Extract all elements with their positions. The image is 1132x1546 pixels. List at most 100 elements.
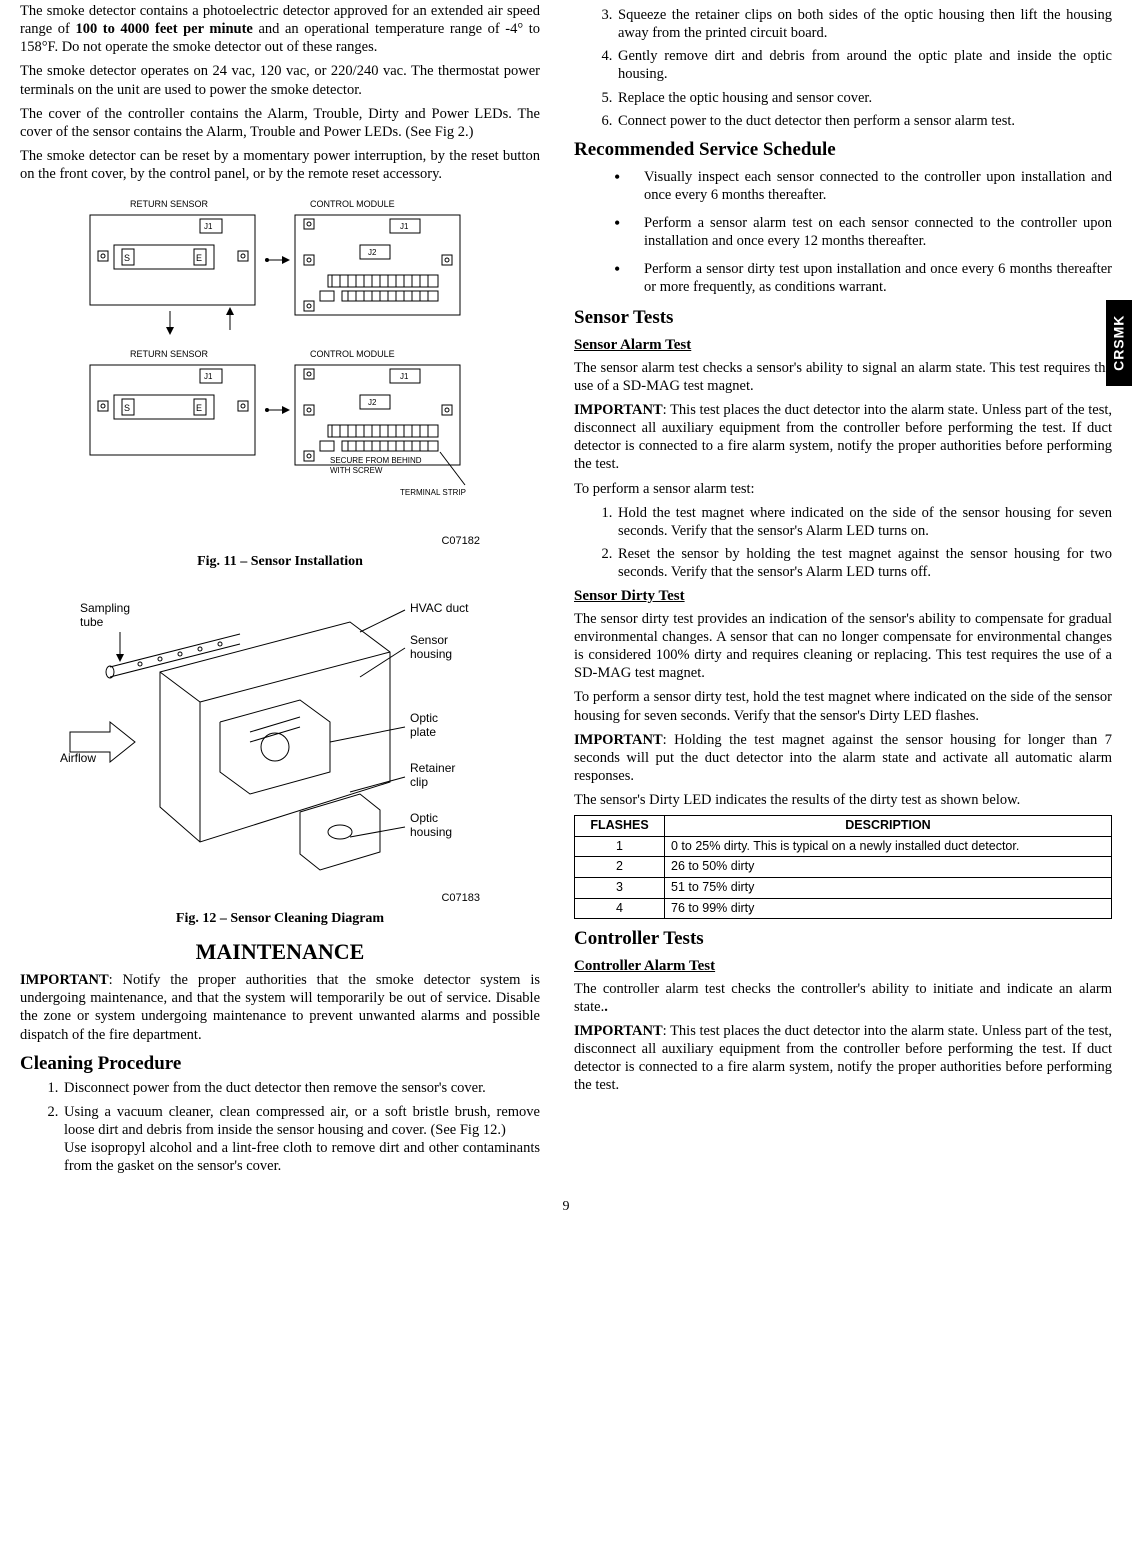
table-row: 476 to 99% dirty <box>575 898 1112 919</box>
recommended-service-heading: Recommended Service Schedule <box>574 138 1112 162</box>
sat-step-1: Hold the test magnet where indicated on … <box>616 504 1112 540</box>
clean-step-3: Squeeze the retainer clips on both sides… <box>616 6 1112 42</box>
svg-text:J2: J2 <box>368 398 377 407</box>
cleaning-steps-cont: Squeeze the retainer clips on both sides… <box>574 6 1112 130</box>
cell: 26 to 50% dirty <box>665 857 1112 878</box>
sat-steps: Hold the test magnet where indicated on … <box>574 504 1112 582</box>
sat-p3: To perform a sensor alarm test: <box>574 480 1112 498</box>
svg-text:J1: J1 <box>204 222 213 231</box>
th-description: DESCRIPTION <box>665 816 1112 837</box>
cell: 51 to 75% dirty <box>665 878 1112 899</box>
svg-text:Retainer: Retainer <box>410 761 455 775</box>
dirty-led-table: FLASHES DESCRIPTION 10 to 25% dirty. Thi… <box>574 815 1112 919</box>
left-column: The smoke detector contains a photoelect… <box>20 2 540 1180</box>
important-label: IMPORTANT <box>574 732 663 748</box>
sat-p1: The sensor alarm test checks a sensor's … <box>574 359 1112 395</box>
side-tab: CRSMK <box>1106 300 1132 386</box>
controller-tests-heading: Controller Tests <box>574 927 1112 951</box>
table-row: 226 to 50% dirty <box>575 857 1112 878</box>
fig11-code: C07182 <box>20 535 480 549</box>
maintenance-heading: MAINTENANCE <box>20 938 540 966</box>
label-sampling-tube: Sampling <box>80 601 130 615</box>
two-column-layout: The smoke detector contains a photoelect… <box>20 2 1112 1180</box>
cell: 76 to 99% dirty <box>665 898 1112 919</box>
svg-text:J2: J2 <box>368 248 377 257</box>
svg-text:CONTROL MODULE: CONTROL MODULE <box>310 349 395 359</box>
svg-text:TERMINAL STRIP: TERMINAL STRIP <box>400 488 466 497</box>
service-schedule-list: Visually inspect each sensor connected t… <box>574 168 1112 297</box>
svg-text:J1: J1 <box>400 372 409 381</box>
th-flashes: FLASHES <box>575 816 665 837</box>
important-label: IMPORTANT <box>574 1023 663 1039</box>
cleaning-steps: Disconnect power from the duct detector … <box>20 1079 540 1175</box>
figure-12: Sampling tube Airflow HVAC duct Sensorho… <box>20 582 540 927</box>
cell: 2 <box>575 857 665 878</box>
sat-step-2: Reset the sensor by holding the test mag… <box>616 545 1112 581</box>
maintenance-important: IMPORTANT: Notify the proper authorities… <box>20 971 540 1044</box>
para-reset: The smoke detector can be reset by a mom… <box>20 147 540 183</box>
figure-11: RETURN SENSOR CONTROL MODULE S E J1 <box>20 195 540 570</box>
label-hvac-duct: HVAC duct <box>410 601 469 615</box>
table-row: 10 to 25% dirty. This is typical on a ne… <box>575 836 1112 857</box>
cell: 4 <box>575 898 665 919</box>
sat-p2: IMPORTANT: This test places the duct det… <box>574 401 1112 474</box>
sdt-p4: The sensor's Dirty LED indicates the res… <box>574 791 1112 809</box>
svg-text:SECURE FROM BEHIND: SECURE FROM BEHIND <box>330 456 422 465</box>
rss-item-1: Visually inspect each sensor connected t… <box>604 168 1112 204</box>
svg-text:tube: tube <box>80 615 104 629</box>
fig12-caption: Fig. 12 – Sensor Cleaning Diagram <box>20 910 540 928</box>
clean-step-1: Disconnect power from the duct detector … <box>62 1079 540 1097</box>
label-airflow: Airflow <box>60 751 96 765</box>
cat-p1: The controller alarm test checks the con… <box>574 980 1112 1016</box>
svg-text:RETURN SENSOR: RETURN SENSOR <box>130 349 209 359</box>
cat-p2: IMPORTANT: This test places the duct det… <box>574 1022 1112 1095</box>
svg-text:Optic: Optic <box>410 711 438 725</box>
rss-item-3: Perform a sensor dirty test upon install… <box>604 260 1112 296</box>
svg-text:plate: plate <box>410 725 436 739</box>
svg-text:WITH SCREW: WITH SCREW <box>330 466 383 475</box>
clean-step-2: Using a vacuum cleaner, clean compressed… <box>62 1103 540 1176</box>
sensor-dirty-test-heading: Sensor Dirty Test <box>574 587 1112 606</box>
svg-text:Optic: Optic <box>410 811 438 825</box>
svg-text:J1: J1 <box>400 222 409 231</box>
svg-text:housing: housing <box>410 825 452 839</box>
bold-range: 100 to 4000 feet per minute <box>75 21 252 37</box>
para-covers: The cover of the controller contains the… <box>20 105 540 141</box>
label-return-sensor: RETURN SENSOR <box>130 199 209 209</box>
cell: 0 to 25% dirty. This is typical on a new… <box>665 836 1112 857</box>
para-voltage: The smoke detector operates on 24 vac, 1… <box>20 62 540 98</box>
fig11-caption: Fig. 11 – Sensor Installation <box>20 553 540 571</box>
clean-step-6: Connect power to the duct detector then … <box>616 112 1112 130</box>
sensor-alarm-test-heading: Sensor Alarm Test <box>574 336 1112 355</box>
fig12-code: C07183 <box>20 892 480 906</box>
svg-text:E: E <box>196 403 202 413</box>
text: Use isopropyl alcohol and a lint-free cl… <box>64 1140 540 1174</box>
clean-step-5: Replace the optic housing and sensor cov… <box>616 89 1112 107</box>
right-column: Squeeze the retainer clips on both sides… <box>574 2 1112 1180</box>
cleaning-procedure-heading: Cleaning Procedure <box>20 1052 540 1076</box>
para-detector-range: The smoke detector contains a photoelect… <box>20 2 540 56</box>
table-row: 351 to 75% dirty <box>575 878 1112 899</box>
svg-text:housing: housing <box>410 647 452 661</box>
rss-item-2: Perform a sensor alarm test on each sens… <box>604 214 1112 250</box>
sensor-tests-heading: Sensor Tests <box>574 306 1112 330</box>
fig12-svg: Sampling tube Airflow HVAC duct Sensorho… <box>50 582 510 892</box>
text: Using a vacuum cleaner, clean compressed… <box>64 1104 540 1138</box>
important-label: IMPORTANT <box>20 972 109 988</box>
side-tab-text: CRSMK <box>1110 315 1128 371</box>
svg-text:S: S <box>124 403 130 413</box>
sdt-p1: The sensor dirty test provides an indica… <box>574 610 1112 683</box>
svg-text:E: E <box>196 253 202 263</box>
clean-step-4: Gently remove dirt and debris from aroun… <box>616 47 1112 83</box>
fig11-svg: RETURN SENSOR CONTROL MODULE S E J1 <box>70 195 490 535</box>
svg-text:S: S <box>124 253 130 263</box>
sdt-p3: IMPORTANT: Holding the test magnet again… <box>574 731 1112 785</box>
label-control-module: CONTROL MODULE <box>310 199 395 209</box>
cell: 1 <box>575 836 665 857</box>
important-label: IMPORTANT <box>574 402 663 418</box>
cell: 3 <box>575 878 665 899</box>
sdt-p2: To perform a sensor dirty test, hold the… <box>574 688 1112 724</box>
dirty-table-body: 10 to 25% dirty. This is typical on a ne… <box>575 836 1112 919</box>
svg-text:clip: clip <box>410 775 428 789</box>
controller-alarm-test-heading: Controller Alarm Test <box>574 957 1112 976</box>
